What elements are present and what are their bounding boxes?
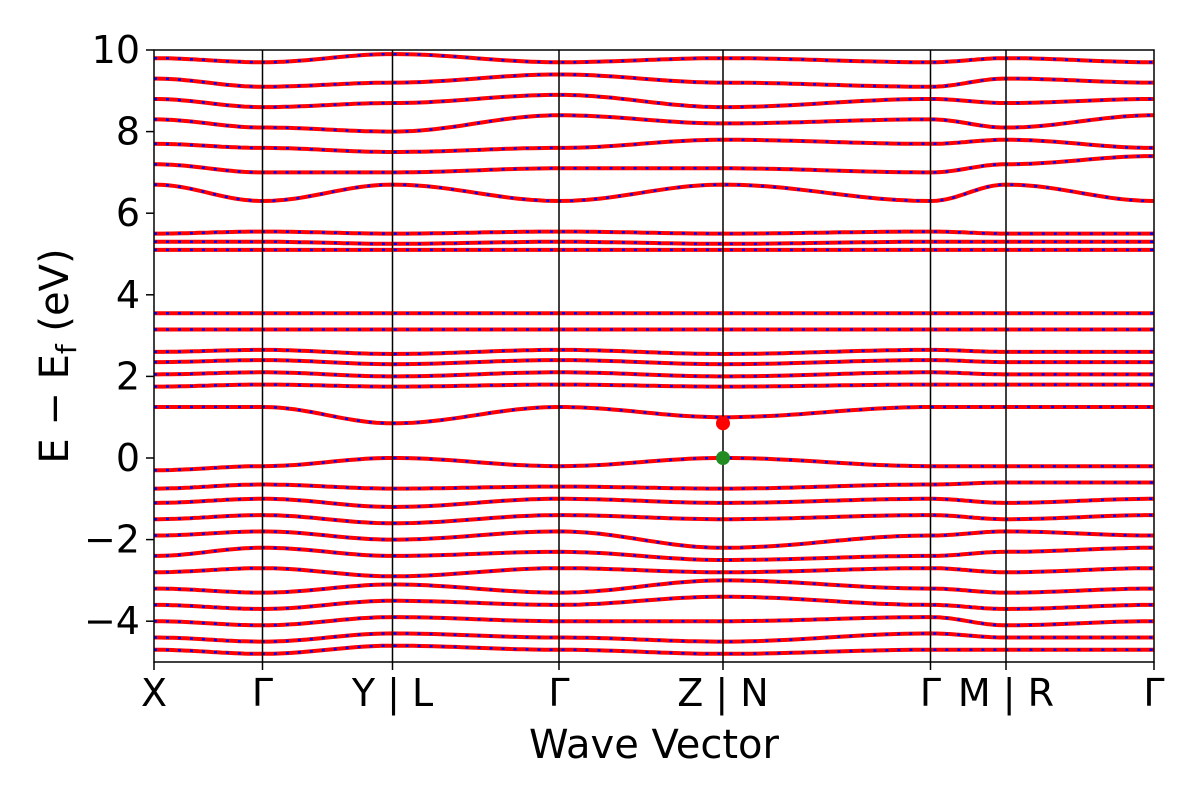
y-axis-title-subscript: f	[50, 343, 83, 354]
band-spin-up-21	[154, 529, 1154, 550]
band-edge-markers	[716, 416, 730, 465]
band-spin-up-9	[154, 239, 1154, 246]
band-spin-up-23	[154, 566, 1154, 579]
band-spin-up-25	[154, 594, 1154, 612]
band-spin-up-15	[154, 92, 1154, 110]
band-spin-down-26	[154, 615, 1154, 627]
y-tick-label: 8	[116, 110, 140, 154]
band-spin-down-0	[154, 456, 1154, 472]
x-axis-title: Wave Vector	[529, 722, 780, 768]
band-spin-up-3	[154, 370, 1154, 379]
band-spin-up-10	[154, 229, 1154, 236]
band-spin-down-24	[154, 579, 1154, 594]
band-spin-up-19	[154, 496, 1154, 510]
band-spin-up-1	[154, 405, 1154, 426]
band-spin-down-12	[154, 154, 1154, 174]
band-spin-up-17	[154, 52, 1154, 65]
marker-cbm	[716, 416, 730, 431]
y-tick-label: 6	[116, 191, 140, 235]
band-spin-up-2	[154, 382, 1154, 389]
band-lines	[154, 52, 1154, 656]
x-tick-label: Γ	[252, 671, 273, 715]
y-tick-label: 10	[92, 28, 140, 72]
band-spin-up-22	[154, 545, 1154, 562]
x-axis-ticks: X Γ Y | L Γ Z | N Γ M | R Γ	[141, 662, 1165, 716]
band-spin-up-12	[154, 154, 1154, 175]
band-spin-down-27	[154, 632, 1154, 643]
x-tick-label: Y | L	[351, 671, 433, 716]
x-tick-label: X	[141, 671, 167, 715]
plot-frame	[153, 49, 1155, 663]
band-spin-up-20	[154, 513, 1154, 526]
band-spin-down-20	[154, 513, 1154, 525]
marker-vbm	[716, 451, 730, 465]
band-spin-down-21	[154, 530, 1154, 550]
y-tick-label: −2	[84, 518, 140, 562]
band-spin-down-14	[154, 114, 1154, 133]
x-tick-label: Γ	[1143, 671, 1164, 715]
band-spin-down-13	[154, 138, 1154, 154]
band-spin-up-28	[154, 643, 1154, 656]
y-tick-label: 0	[116, 436, 140, 480]
y-axis-title: E − Ef (eV)	[32, 248, 83, 463]
band-spin-down-25	[154, 595, 1154, 611]
y-axis-title-main: E − E	[32, 354, 78, 464]
y-tick-label: 2	[116, 354, 140, 398]
band-spin-up-14	[154, 113, 1154, 134]
band-spin-up-27	[154, 631, 1154, 644]
band-spin-down-22	[154, 546, 1154, 562]
band-spin-down-15	[154, 93, 1154, 109]
x-tick-label: Γ	[920, 671, 941, 715]
high-symmetry-lines	[261, 50, 1007, 662]
x-tick-label: M | R	[958, 671, 1054, 716]
band-spin-down-16	[154, 73, 1154, 88]
band-spin-down-19	[154, 497, 1154, 509]
x-tick-label: Γ	[548, 671, 569, 715]
band-spin-up-11	[154, 182, 1154, 204]
band-spin-up-4	[154, 358, 1154, 367]
y-axis-ticks: −4 −2 0 2 4 6 8 10	[84, 28, 154, 643]
band-spin-down-1	[154, 405, 1154, 425]
band-spin-up-0	[154, 456, 1154, 473]
y-axis-title-tail: (eV)	[32, 248, 78, 344]
band-spin-up-18	[154, 480, 1154, 491]
band-spin-up-13	[154, 137, 1154, 154]
band-spin-up-16	[154, 72, 1154, 89]
band-spin-up-5	[154, 347, 1154, 357]
x-tick-label: Z | N	[677, 671, 768, 716]
y-tick-label: −4	[84, 599, 140, 643]
band-spin-down-23	[154, 566, 1154, 578]
band-spin-up-24	[154, 578, 1154, 595]
band-spin-up-26	[154, 615, 1154, 628]
band-spin-down-17	[154, 52, 1154, 64]
y-tick-label: 4	[116, 273, 140, 317]
